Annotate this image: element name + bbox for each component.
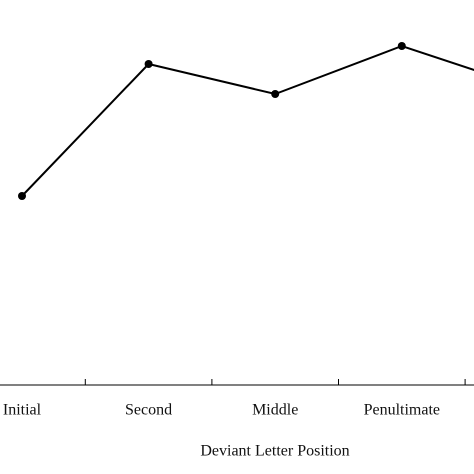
x-tick-label: Penultimate (364, 402, 440, 419)
x-axis-title: Deviant Letter Position (200, 443, 349, 460)
data-point (18, 192, 26, 200)
data-point (397, 42, 406, 50)
data-point (144, 60, 153, 68)
data-point (271, 90, 280, 98)
x-tick-label: Second (125, 402, 172, 419)
x-tick-label: Middle (252, 402, 298, 419)
x-tick-label: Initial (3, 402, 42, 419)
data-line (21, 44, 474, 197)
